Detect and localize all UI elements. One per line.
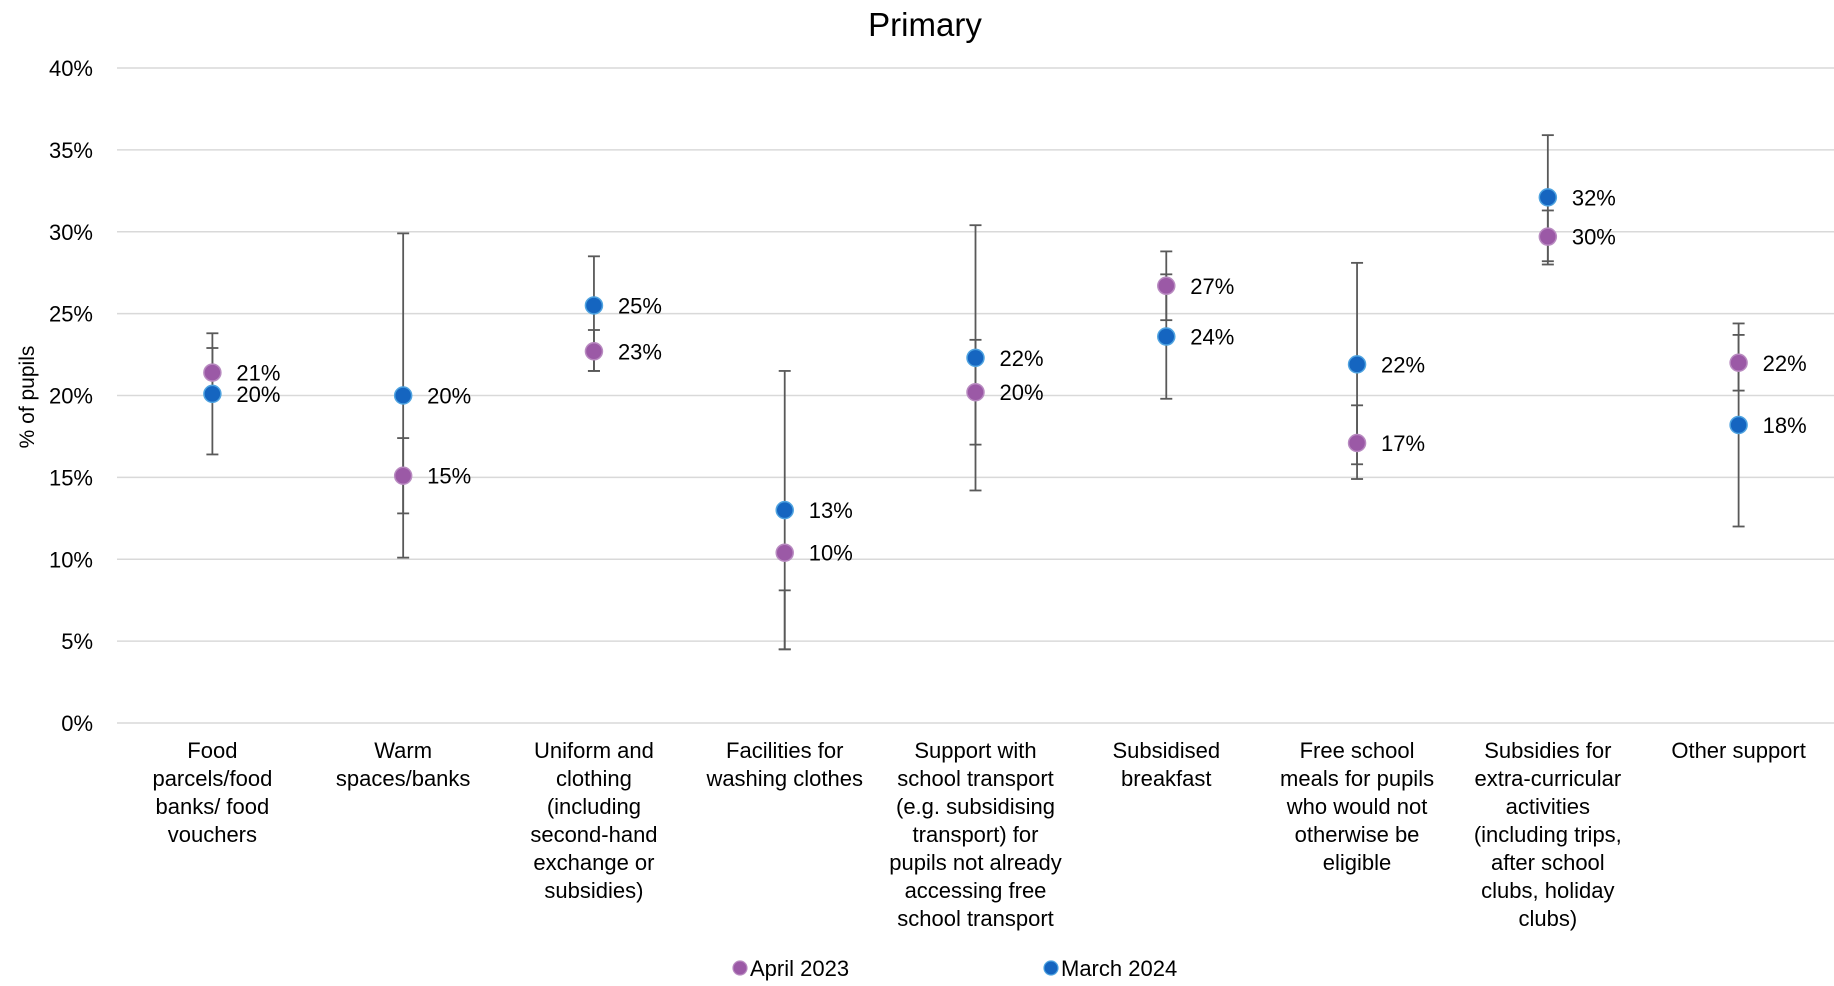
category-label: Food (187, 738, 237, 763)
data-label: 24% (1190, 325, 1234, 350)
data-label: 25% (618, 293, 662, 318)
category-label: otherwise be (1295, 822, 1420, 847)
data-point (1157, 276, 1176, 296)
data-point (1538, 188, 1558, 207)
category-label: Subsidies for (1484, 738, 1611, 763)
category-label: Facilities for (726, 738, 843, 763)
data-label: 22% (1763, 351, 1807, 376)
y-tick-label: 30% (49, 220, 93, 245)
category-label: clubs, holiday (1481, 878, 1614, 903)
category-label: school transport (897, 766, 1054, 791)
data-point (584, 342, 604, 361)
category-label: exchange or (533, 850, 654, 875)
data-label: 32% (1572, 185, 1616, 210)
data-point (203, 384, 222, 404)
data-point (775, 543, 794, 562)
y-tick-label: 10% (49, 547, 93, 572)
chart-title: Primary (868, 6, 982, 43)
y-tick-label: 35% (49, 138, 93, 163)
category-label: banks/ food (156, 794, 270, 819)
category-label: subsidies) (544, 878, 643, 903)
legend-marker (732, 960, 748, 976)
data-point (1157, 327, 1176, 346)
data-point (1347, 433, 1367, 453)
x-axis-categories: Food parcels/food banks/ food vouchers Warm s… (152, 738, 1805, 931)
data-label: 13% (809, 498, 853, 523)
data-point (966, 348, 985, 368)
category-label: clothing (556, 766, 632, 791)
category-label: Uniform and (534, 738, 654, 763)
category-label: (e.g. subsidising (896, 794, 1055, 819)
data-label: 21% (236, 361, 280, 386)
category-label: transport) for (913, 822, 1039, 847)
data-point (203, 363, 222, 382)
category-label: breakfast (1121, 766, 1212, 791)
legend-label: March 2024 (1061, 956, 1177, 981)
category-label: meals for pupils (1280, 766, 1434, 791)
category-label: vouchers (168, 822, 257, 847)
category-label: spaces/banks (336, 766, 471, 791)
data-point (775, 500, 794, 520)
data-point (584, 296, 604, 315)
data-label: 23% (618, 339, 662, 364)
legend-label: April 2023 (750, 956, 849, 981)
data-point (1729, 415, 1748, 435)
category-label: accessing free (905, 878, 1047, 903)
category-label: (including (547, 794, 641, 819)
category-label: second-hand (530, 822, 657, 847)
data-label: 17% (1381, 431, 1425, 456)
category-label: parcels/food (152, 766, 272, 791)
data-point (393, 386, 413, 405)
category-label: eligible (1323, 850, 1392, 875)
data-label: 22% (1381, 352, 1425, 377)
y-tick-label: 25% (49, 302, 93, 327)
category-label: Warm (374, 738, 432, 763)
data-labels: 21% 15% 23% 10% 20% 27% 17% 30% 22% 20% 20% 25% 13% 2… (236, 185, 1806, 565)
data-label: 10% (809, 541, 853, 566)
data-label: 20% (427, 384, 471, 409)
y-tick-label: 15% (49, 465, 93, 490)
y-tick-label: 5% (61, 629, 93, 654)
y-tick-label: 40% (49, 56, 93, 81)
data-point (1729, 353, 1748, 372)
category-label: extra-curricular (1474, 766, 1621, 791)
category-label: Free school (1300, 738, 1415, 763)
data-point (1538, 227, 1558, 246)
category-label: Other support (1671, 738, 1806, 763)
legend: April 2023 March 2024 (732, 956, 1177, 981)
data-points (203, 188, 1748, 562)
data-label: 22% (1000, 346, 1044, 371)
data-point (1347, 355, 1367, 374)
data-label: 30% (1572, 225, 1616, 250)
data-label: 20% (1000, 380, 1044, 405)
category-label: (including trips, (1474, 822, 1622, 847)
y-tick-label: 0% (61, 711, 93, 736)
category-label: who would not (1286, 794, 1428, 819)
data-label: 15% (427, 464, 471, 489)
data-label: 18% (1763, 413, 1807, 438)
data-label: 20% (236, 382, 280, 407)
category-label: school transport (897, 906, 1054, 931)
y-tick-label: 20% (49, 384, 93, 409)
category-label: Support with (914, 738, 1036, 763)
data-label: 27% (1190, 274, 1234, 299)
category-label: washing clothes (705, 766, 863, 791)
category-label: Subsidised (1112, 738, 1220, 763)
category-label: pupils not already (889, 850, 1061, 875)
data-point (966, 382, 985, 402)
legend-marker (1043, 960, 1059, 976)
category-label: activities (1506, 794, 1590, 819)
data-point (393, 466, 413, 485)
y-axis-label: % of pupils (16, 346, 39, 449)
y-axis-ticks: 0% 5% 10% 15% 20% 25% 30% 35% 40% (49, 56, 93, 736)
category-label: clubs) (1518, 906, 1577, 931)
category-label: after school (1491, 850, 1605, 875)
